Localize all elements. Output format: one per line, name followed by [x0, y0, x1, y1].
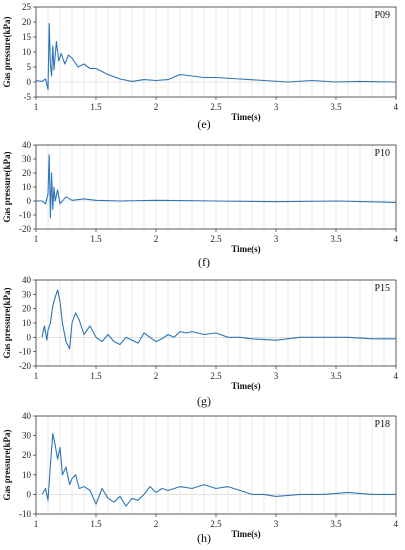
- x-tick-label: 2: [154, 102, 159, 112]
- x-tick-label: 2: [154, 519, 159, 529]
- x-tick-label: 2: [154, 371, 159, 381]
- x-tick-label: 3: [274, 234, 279, 244]
- y-axis-title: Gas pressure(kPa): [2, 152, 12, 223]
- x-tick-label: 3.5: [330, 371, 342, 381]
- y-tick-label: 5: [27, 62, 32, 72]
- y-tick-label: -10: [19, 210, 31, 220]
- x-tick-label: 2.5: [210, 519, 222, 529]
- x-tick-label: 3.5: [330, 102, 342, 112]
- panel-caption: (f): [198, 255, 210, 269]
- chart-panel-4: -10 0 10 20 30 40 1 1.5 2 2.5 3 3.5 4 P18 Time(s) Gas p…: [2, 411, 399, 545]
- y-tick-label: 10: [22, 318, 32, 328]
- x-axis-title: Time(s): [231, 381, 260, 391]
- panel-caption: (g): [197, 394, 211, 408]
- y-tick-label: 40: [22, 411, 32, 421]
- y-axis-title: Gas pressure(kPa): [2, 17, 12, 88]
- y-tick-label: 20: [22, 168, 32, 178]
- series-line: [41, 289, 396, 350]
- y-tick-label: 40: [22, 275, 32, 285]
- chart-panel-1: -5 0 5 10 15 20 25 1 1.5 2 2.5 3 3.5 4 P09 Time(s) Gas p…: [2, 2, 399, 131]
- y-tick-label: 20: [22, 450, 32, 460]
- y-tick-label: 10: [22, 470, 32, 480]
- y-tick-label: 10: [22, 182, 32, 192]
- panel-caption: (e): [197, 117, 210, 131]
- y-tick-label: -10: [19, 347, 31, 357]
- y-tick-label: 25: [22, 2, 32, 12]
- x-tick-label: 1.5: [90, 102, 102, 112]
- y-tick-label: 30: [22, 431, 32, 441]
- series-line: [36, 154, 397, 219]
- x-tick-label: 3: [274, 371, 279, 381]
- x-tick-label: 1: [34, 371, 39, 381]
- x-tick-label: 2.5: [210, 371, 222, 381]
- panel-label: P18: [374, 419, 390, 430]
- y-tick-label: 15: [22, 32, 32, 42]
- y-tick-label: 40: [22, 140, 32, 150]
- x-tick-label: 3: [274, 519, 279, 529]
- x-tick-label: 4: [394, 371, 399, 381]
- x-tick-label: 3.5: [330, 519, 342, 529]
- y-tick-label: 0: [27, 196, 32, 206]
- y-tick-label: -10: [19, 509, 31, 519]
- chart-panel-3: -20 -10 0 10 20 30 40 1 1.5 2 2.5 3 3.5 4 P15 Time(s) Ga…: [2, 275, 399, 408]
- series-line: [41, 433, 396, 507]
- x-tick-label: 4: [394, 102, 399, 112]
- x-tick-label: 2.5: [210, 234, 222, 244]
- x-tick-label: 3.5: [330, 234, 342, 244]
- y-tick-label: 20: [22, 17, 32, 27]
- x-axis-title: Time(s): [231, 529, 260, 539]
- x-tick-label: 2.5: [210, 102, 222, 112]
- y-axis-title: Gas pressure(kPa): [2, 288, 12, 359]
- y-axis-title: Gas pressure(kPa): [2, 430, 12, 501]
- x-tick-label: 1: [34, 234, 39, 244]
- y-tick-label: -5: [24, 92, 32, 102]
- x-axis-title: Time(s): [231, 244, 260, 254]
- x-tick-label: 1.5: [90, 519, 102, 529]
- y-tick-label: -20: [19, 224, 31, 234]
- x-tick-label: 1.5: [90, 234, 102, 244]
- y-tick-label: 0: [27, 332, 32, 342]
- y-tick-label: 0: [27, 77, 32, 87]
- panel-caption: (h): [197, 531, 211, 545]
- y-tick-label: 0: [27, 489, 32, 499]
- panel-label: P15: [374, 283, 390, 294]
- series-line: [35, 22, 397, 91]
- y-tick-label: 10: [22, 47, 32, 57]
- y-tick-label: 30: [22, 154, 32, 164]
- y-tick-label: -20: [19, 361, 31, 371]
- panel-label: P10: [374, 148, 390, 159]
- x-tick-label: 1: [34, 519, 39, 529]
- x-axis-title: Time(s): [231, 112, 260, 122]
- y-tick-label: 30: [22, 289, 32, 299]
- chart-panel-2: -20 -10 0 10 20 30 40 1 1.5 2 2.5 3 3.5 4 P10 Time(s) Ga…: [2, 140, 399, 269]
- x-tick-label: 1.5: [90, 371, 102, 381]
- x-tick-label: 3: [274, 102, 279, 112]
- x-tick-label: 2: [154, 234, 159, 244]
- x-tick-label: 4: [394, 234, 399, 244]
- y-tick-label: 20: [22, 304, 32, 314]
- x-tick-label: 4: [394, 519, 399, 529]
- x-tick-label: 1: [34, 102, 39, 112]
- panel-label: P09: [374, 10, 390, 21]
